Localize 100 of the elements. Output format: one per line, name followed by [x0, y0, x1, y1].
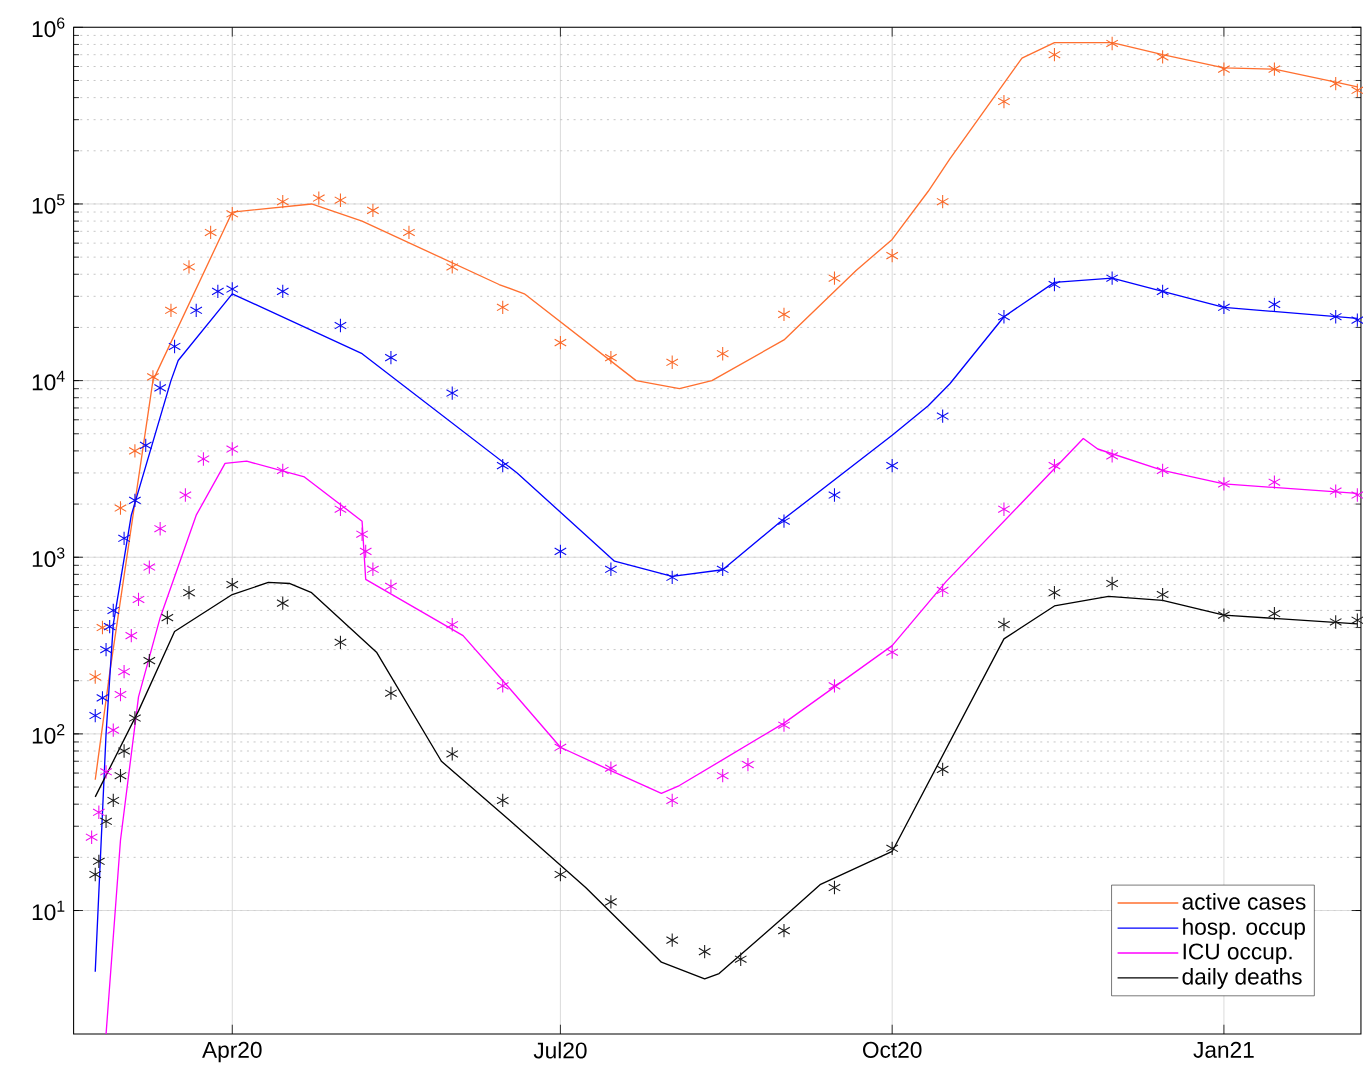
point	[777, 307, 791, 322]
point	[128, 710, 142, 726]
point	[182, 259, 196, 275]
point	[128, 493, 142, 508]
point	[225, 577, 239, 592]
point	[496, 678, 510, 694]
point	[124, 628, 138, 643]
point	[734, 952, 748, 967]
point	[143, 653, 156, 668]
point	[384, 579, 398, 594]
point	[997, 502, 1011, 517]
point	[1217, 300, 1231, 315]
point	[225, 206, 239, 221]
point	[276, 284, 290, 299]
y-tick-label: 10$^{4}$	[32, 370, 65, 391]
point	[204, 225, 217, 240]
point	[885, 841, 899, 856]
point	[384, 685, 398, 701]
point	[604, 562, 618, 577]
point	[106, 722, 120, 738]
point	[828, 880, 841, 895]
point	[445, 746, 459, 762]
point	[554, 867, 567, 882]
point	[777, 717, 791, 733]
point	[88, 669, 102, 685]
point	[92, 805, 106, 820]
point	[225, 441, 239, 457]
point	[1105, 270, 1119, 286]
point	[885, 645, 899, 660]
point	[665, 793, 679, 808]
point	[885, 248, 899, 263]
point	[85, 830, 98, 845]
point	[146, 369, 160, 385]
point	[777, 923, 791, 938]
point	[132, 592, 145, 607]
point	[1351, 312, 1363, 328]
point	[1156, 49, 1169, 65]
point	[1329, 76, 1343, 91]
point	[1329, 309, 1343, 324]
point	[1048, 47, 1061, 62]
point	[496, 793, 510, 808]
point	[445, 385, 459, 401]
point	[359, 544, 372, 559]
point	[554, 544, 567, 559]
legend-label: daily deaths	[1182, 967, 1302, 990]
point	[197, 451, 210, 467]
point	[334, 635, 347, 650]
point	[1329, 483, 1343, 499]
point	[445, 259, 459, 275]
point	[1268, 474, 1281, 490]
point	[99, 764, 113, 780]
point	[114, 687, 127, 702]
point	[936, 762, 949, 777]
point	[128, 443, 142, 459]
y-tick-label: 10$^{3}$	[32, 547, 65, 568]
point	[114, 500, 127, 516]
y-tick-label: 10$^{2}$	[32, 724, 65, 744]
point	[1156, 587, 1169, 602]
point	[716, 346, 729, 361]
point	[1217, 61, 1231, 77]
x-tick-label: Jan21	[1193, 1041, 1254, 1058]
x-tick-label: Apr20	[202, 1041, 262, 1063]
point	[496, 458, 510, 473]
point	[1217, 607, 1231, 623]
point	[997, 94, 1011, 109]
point	[828, 270, 841, 286]
y-tick-label: 10$^{5}$	[32, 194, 65, 214]
point	[665, 570, 679, 585]
point	[936, 408, 949, 424]
point	[698, 944, 711, 959]
point	[96, 690, 109, 706]
point	[716, 768, 729, 783]
point	[99, 814, 113, 829]
point	[777, 513, 791, 529]
point	[1268, 606, 1281, 621]
point	[88, 708, 102, 723]
point	[716, 562, 729, 577]
point	[211, 284, 225, 299]
point	[334, 193, 347, 208]
y-tick-label: 10$^{1}$	[32, 900, 65, 921]
point	[1217, 476, 1231, 492]
point	[106, 793, 120, 808]
point	[117, 743, 131, 759]
point	[276, 595, 290, 611]
point	[164, 303, 178, 318]
point	[103, 619, 116, 634]
point	[1268, 61, 1281, 77]
point	[1268, 297, 1281, 312]
point	[189, 303, 203, 318]
point	[997, 617, 1011, 632]
point	[366, 203, 380, 218]
point	[1351, 613, 1363, 628]
point	[936, 194, 949, 209]
point	[276, 463, 290, 478]
point	[885, 458, 899, 473]
point	[1351, 487, 1363, 503]
point	[402, 225, 416, 240]
point	[117, 664, 131, 679]
point	[99, 642, 113, 657]
point	[276, 194, 290, 209]
